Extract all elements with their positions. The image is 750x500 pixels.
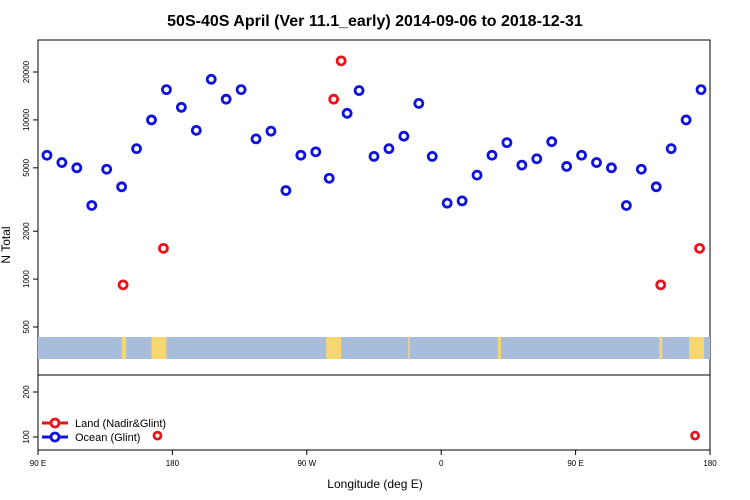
y-tick-label: 100 bbox=[22, 430, 31, 444]
data-point bbox=[620, 200, 632, 211]
data-point bbox=[335, 55, 347, 67]
land-segment bbox=[151, 337, 167, 359]
data-point bbox=[650, 181, 662, 193]
y-tick-label: 20000 bbox=[22, 60, 31, 83]
data-point bbox=[158, 242, 169, 254]
chart-title: 50S-40S April (Ver 11.1_early) 2014-09-0… bbox=[167, 13, 583, 30]
land-segment bbox=[689, 337, 705, 359]
lower-y-axis: 100 200 bbox=[22, 385, 38, 444]
land-segment bbox=[408, 337, 410, 359]
land-segment bbox=[497, 337, 501, 359]
data-point bbox=[341, 107, 353, 119]
data-point bbox=[516, 159, 528, 171]
data-point bbox=[295, 149, 307, 161]
data-point bbox=[635, 163, 647, 175]
data-point bbox=[265, 125, 277, 137]
x-tick-label: 0 bbox=[439, 459, 444, 468]
data-point bbox=[441, 197, 453, 209]
x-tick-label: 90 E bbox=[567, 459, 583, 468]
legend-marker bbox=[49, 417, 61, 429]
data-point bbox=[368, 150, 380, 162]
data-point bbox=[323, 172, 335, 184]
lower-points bbox=[152, 430, 700, 441]
data-point bbox=[353, 85, 365, 96]
data-point bbox=[655, 279, 667, 291]
data-point bbox=[56, 157, 68, 168]
data-point bbox=[280, 185, 292, 196]
data-point bbox=[665, 143, 677, 155]
y-tick-label: 2000 bbox=[22, 222, 31, 240]
data-point bbox=[690, 430, 700, 441]
data-point bbox=[456, 195, 468, 207]
data-point bbox=[591, 157, 602, 168]
data-point bbox=[146, 114, 157, 126]
data-point bbox=[310, 146, 322, 158]
data-point bbox=[531, 153, 543, 165]
data-point bbox=[101, 163, 113, 175]
y-tick-label: 500 bbox=[22, 320, 31, 334]
land-strip bbox=[38, 337, 710, 359]
data-point bbox=[250, 133, 262, 145]
lower-plot-frame bbox=[37, 374, 711, 451]
x-axis-label: Longitude (deg E) bbox=[327, 477, 422, 491]
land-segment bbox=[326, 337, 342, 359]
data-point bbox=[486, 149, 498, 161]
data-point bbox=[205, 73, 217, 85]
data-point bbox=[161, 84, 172, 96]
data-point bbox=[117, 279, 129, 291]
data-point bbox=[561, 161, 573, 172]
data-point bbox=[546, 136, 558, 148]
data-point bbox=[220, 93, 232, 105]
legend-label: Land (Nadir&Glint) bbox=[75, 418, 166, 430]
legend-label: Ocean (Glint) bbox=[75, 432, 140, 444]
ocean-band bbox=[38, 337, 710, 359]
data-point bbox=[576, 149, 587, 161]
data-point bbox=[680, 114, 692, 126]
data-point bbox=[190, 124, 202, 136]
data-point bbox=[175, 101, 187, 113]
y-axis-label: N Total bbox=[0, 226, 13, 263]
data-point bbox=[606, 162, 617, 174]
data-point bbox=[235, 84, 247, 96]
data-point bbox=[413, 97, 425, 109]
x-tick-label: 90 W bbox=[297, 459, 316, 468]
y-tick-label: 200 bbox=[22, 385, 31, 399]
data-point bbox=[694, 242, 705, 254]
land-segment bbox=[659, 337, 663, 359]
legend-marker bbox=[49, 431, 61, 443]
legend: Land (Nadir&Glint) Ocean (Glint) bbox=[42, 417, 166, 444]
data-point bbox=[471, 169, 483, 181]
x-axis: 90 E 180 90 W 0 90 E 180 bbox=[30, 450, 717, 468]
data-point bbox=[152, 430, 163, 441]
data-point bbox=[86, 200, 98, 211]
data-point bbox=[131, 143, 142, 155]
upper-y-axis: 500 1000 2000 5000 10000 20000 bbox=[22, 60, 38, 334]
land-segment bbox=[121, 337, 127, 359]
upper-points bbox=[41, 55, 707, 291]
data-point bbox=[116, 181, 128, 193]
y-tick-label: 5000 bbox=[22, 158, 31, 176]
data-point bbox=[398, 130, 410, 142]
x-tick-label: 180 bbox=[703, 459, 717, 468]
data-point bbox=[383, 143, 395, 155]
x-tick-label: 90 E bbox=[30, 459, 46, 468]
y-tick-label: 10000 bbox=[22, 108, 31, 131]
data-point bbox=[426, 150, 438, 162]
data-point bbox=[501, 137, 513, 149]
y-tick-label: 1000 bbox=[22, 270, 31, 288]
data-point bbox=[695, 84, 707, 96]
data-point bbox=[328, 93, 340, 105]
x-tick-label: 180 bbox=[166, 459, 180, 468]
data-point bbox=[41, 149, 53, 161]
data-point bbox=[71, 162, 83, 174]
upper-plot-frame bbox=[37, 39, 711, 376]
